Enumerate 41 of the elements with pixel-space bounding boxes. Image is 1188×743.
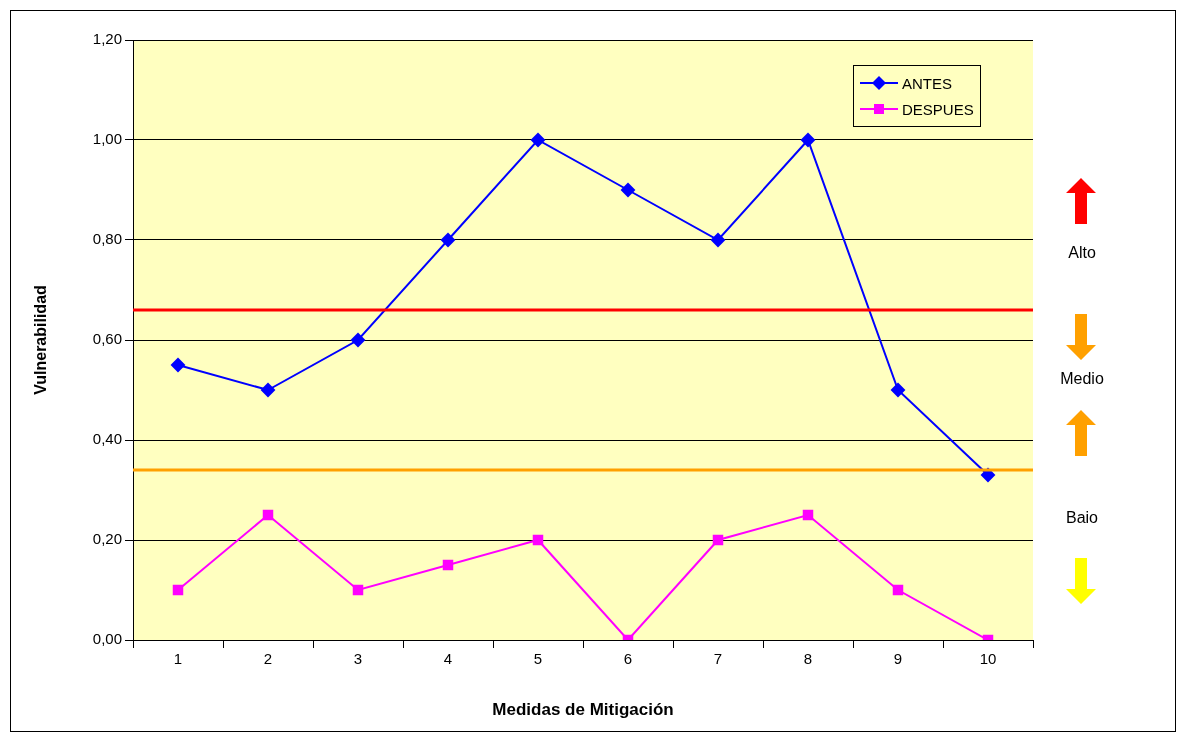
text: Baio xyxy=(1065,509,1099,527)
y-tick-label: 0,40 xyxy=(92,430,122,448)
point xyxy=(172,584,184,596)
x-tick-label: 5 xyxy=(533,650,543,668)
y-tick-label: 0,60 xyxy=(92,330,122,348)
point xyxy=(261,383,275,397)
y-tick-label: 0,00 xyxy=(92,630,122,648)
point xyxy=(442,559,454,571)
legend-label: ANTES xyxy=(902,74,953,92)
y-axis-title: Vulnerabilidad xyxy=(32,285,50,395)
y-tick-label: 1,20 xyxy=(92,30,122,48)
x-axis-title: Medidas de Mitigación xyxy=(492,700,674,720)
point xyxy=(352,584,364,596)
point xyxy=(711,233,725,247)
text: Alto xyxy=(1068,244,1096,262)
x-tick-label: 2 xyxy=(263,650,273,668)
x-tick-label: 10 xyxy=(979,650,997,668)
point xyxy=(441,233,455,247)
y-tick-label: 0,20 xyxy=(92,530,122,548)
point xyxy=(351,333,365,347)
point xyxy=(892,584,904,596)
x-tick-label: 6 xyxy=(623,650,633,668)
point xyxy=(531,133,545,147)
x-tick-label: 9 xyxy=(893,650,903,668)
point xyxy=(712,534,724,546)
point xyxy=(262,509,274,521)
y-tick-label: 0,80 xyxy=(92,230,122,248)
legend-label: DESPUES xyxy=(902,100,974,118)
x-tick-label: 7 xyxy=(713,650,723,668)
x-tick-label: 1 xyxy=(173,650,183,668)
x-tick-label: 8 xyxy=(803,650,813,668)
point xyxy=(171,358,185,372)
x-tick-label: 4 xyxy=(443,650,453,668)
point xyxy=(891,383,905,397)
point xyxy=(532,534,544,546)
point xyxy=(802,509,814,521)
y-tick-label: 1,00 xyxy=(92,130,122,148)
point xyxy=(621,183,635,197)
text: Medio xyxy=(1060,370,1104,388)
point xyxy=(801,133,815,147)
x-tick-label: 3 xyxy=(353,650,363,668)
